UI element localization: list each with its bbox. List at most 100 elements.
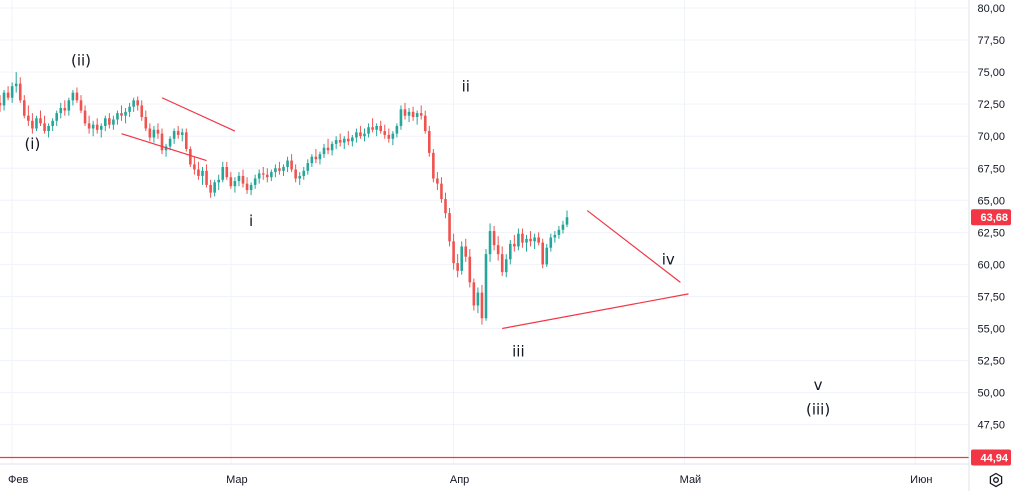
candle-body (221, 166, 225, 180)
candle-body (448, 213, 451, 242)
candle-body (322, 147, 326, 155)
candle-body (407, 111, 411, 116)
candle-body (95, 124, 99, 130)
candle-body (59, 107, 63, 114)
candle-body (537, 237, 540, 243)
candle-body (176, 131, 180, 135)
chart-grid (0, 0, 969, 464)
candle-body (476, 292, 480, 306)
candlestick-series (0, 72, 569, 325)
candle-body (108, 118, 111, 125)
candle-body (225, 166, 229, 178)
candle-body (330, 143, 334, 151)
candle-body (310, 156, 314, 164)
trendline (586, 210, 681, 283)
price-tick-label: 55,00 (977, 324, 1005, 336)
candle-body (71, 92, 75, 101)
candle-body (274, 168, 277, 173)
time-axis[interactable]: Фев Мар Апр Май Июн (8, 474, 932, 486)
price-axis[interactable]: 80,00 77,50 75,00 72,50 70,00 67,50 65,00 62,50… (977, 3, 1005, 432)
candle-body (23, 100, 26, 116)
candle-body (213, 182, 216, 193)
candle-body (91, 124, 95, 129)
candle-body (492, 231, 496, 246)
candle-body (440, 183, 443, 200)
price-tick-label: 77,50 (977, 35, 1005, 47)
candle-body (164, 146, 168, 151)
candle-body (375, 125, 378, 130)
candle-body (270, 172, 273, 178)
candle-body (10, 86, 14, 98)
candle-body (253, 178, 257, 185)
candle-body (423, 115, 427, 132)
candle-body (500, 254, 504, 273)
candle-body (517, 233, 520, 247)
candle-body (229, 177, 233, 187)
price-tick-label: 57,50 (977, 291, 1005, 303)
candle-body (444, 199, 447, 214)
candle-body (6, 92, 10, 98)
wave-label: i (249, 212, 253, 230)
price-tick-label: 70,00 (977, 131, 1005, 143)
candle-body (282, 166, 285, 171)
wave-label: (iii) (806, 400, 830, 418)
chart-axes (0, 0, 970, 491)
candle-body (359, 132, 362, 137)
price-tick-label: 47,50 (977, 420, 1005, 432)
candle-body (525, 238, 528, 243)
candle-body (67, 100, 71, 111)
candle-body (132, 100, 135, 107)
candle-body (432, 152, 435, 179)
level-price-badge (971, 449, 1011, 466)
candle-body (55, 113, 58, 121)
candle-body (383, 131, 387, 135)
trendline (502, 293, 689, 330)
price-tick-label: 72,50 (977, 99, 1005, 111)
candle-body (488, 231, 492, 255)
candle-body (428, 131, 431, 153)
candle-body (233, 181, 237, 187)
time-tick-label: Июн (910, 474, 932, 486)
candle-body (87, 123, 91, 129)
candle-body (189, 149, 192, 165)
candle-body (124, 111, 127, 116)
wave-label: (i) (24, 135, 40, 153)
candle-body (47, 125, 50, 132)
chart-settings-button[interactable] (986, 470, 1006, 490)
candle-body (116, 113, 119, 120)
candle-body (249, 184, 253, 191)
candle-body (561, 224, 565, 230)
candle-body (156, 129, 160, 134)
wave-label: iv (662, 250, 675, 268)
candle-body (553, 234, 557, 238)
current-price-badge-text: 63,68 (980, 212, 1008, 224)
trendline-drawings[interactable] (121, 97, 689, 330)
price-tick-label: 65,00 (977, 195, 1005, 207)
candle-body (363, 133, 366, 137)
candle-body (496, 245, 500, 255)
candle-body (83, 110, 87, 124)
candle-body (355, 132, 358, 138)
price-tick-label: 60,00 (977, 259, 1005, 271)
candle-body (18, 83, 22, 101)
candle-body (387, 134, 391, 139)
candle-body (395, 125, 399, 134)
price-tick-label: 52,50 (977, 356, 1005, 368)
candle-body (193, 164, 196, 170)
candle-body (140, 105, 144, 117)
candle-body (371, 127, 374, 130)
wave-label: iii (512, 343, 525, 361)
current-price-badge (971, 209, 1011, 226)
candle-body (185, 132, 188, 150)
candle-body (347, 138, 350, 142)
candle-body (468, 256, 472, 283)
candle-body (326, 147, 330, 151)
price-tick-label: 75,00 (977, 67, 1005, 79)
candle-body (403, 109, 407, 116)
candle-body (14, 83, 18, 87)
level-price-badge-text: 44,94 (980, 452, 1008, 464)
candle-body (452, 241, 455, 264)
candle-body (136, 100, 139, 106)
